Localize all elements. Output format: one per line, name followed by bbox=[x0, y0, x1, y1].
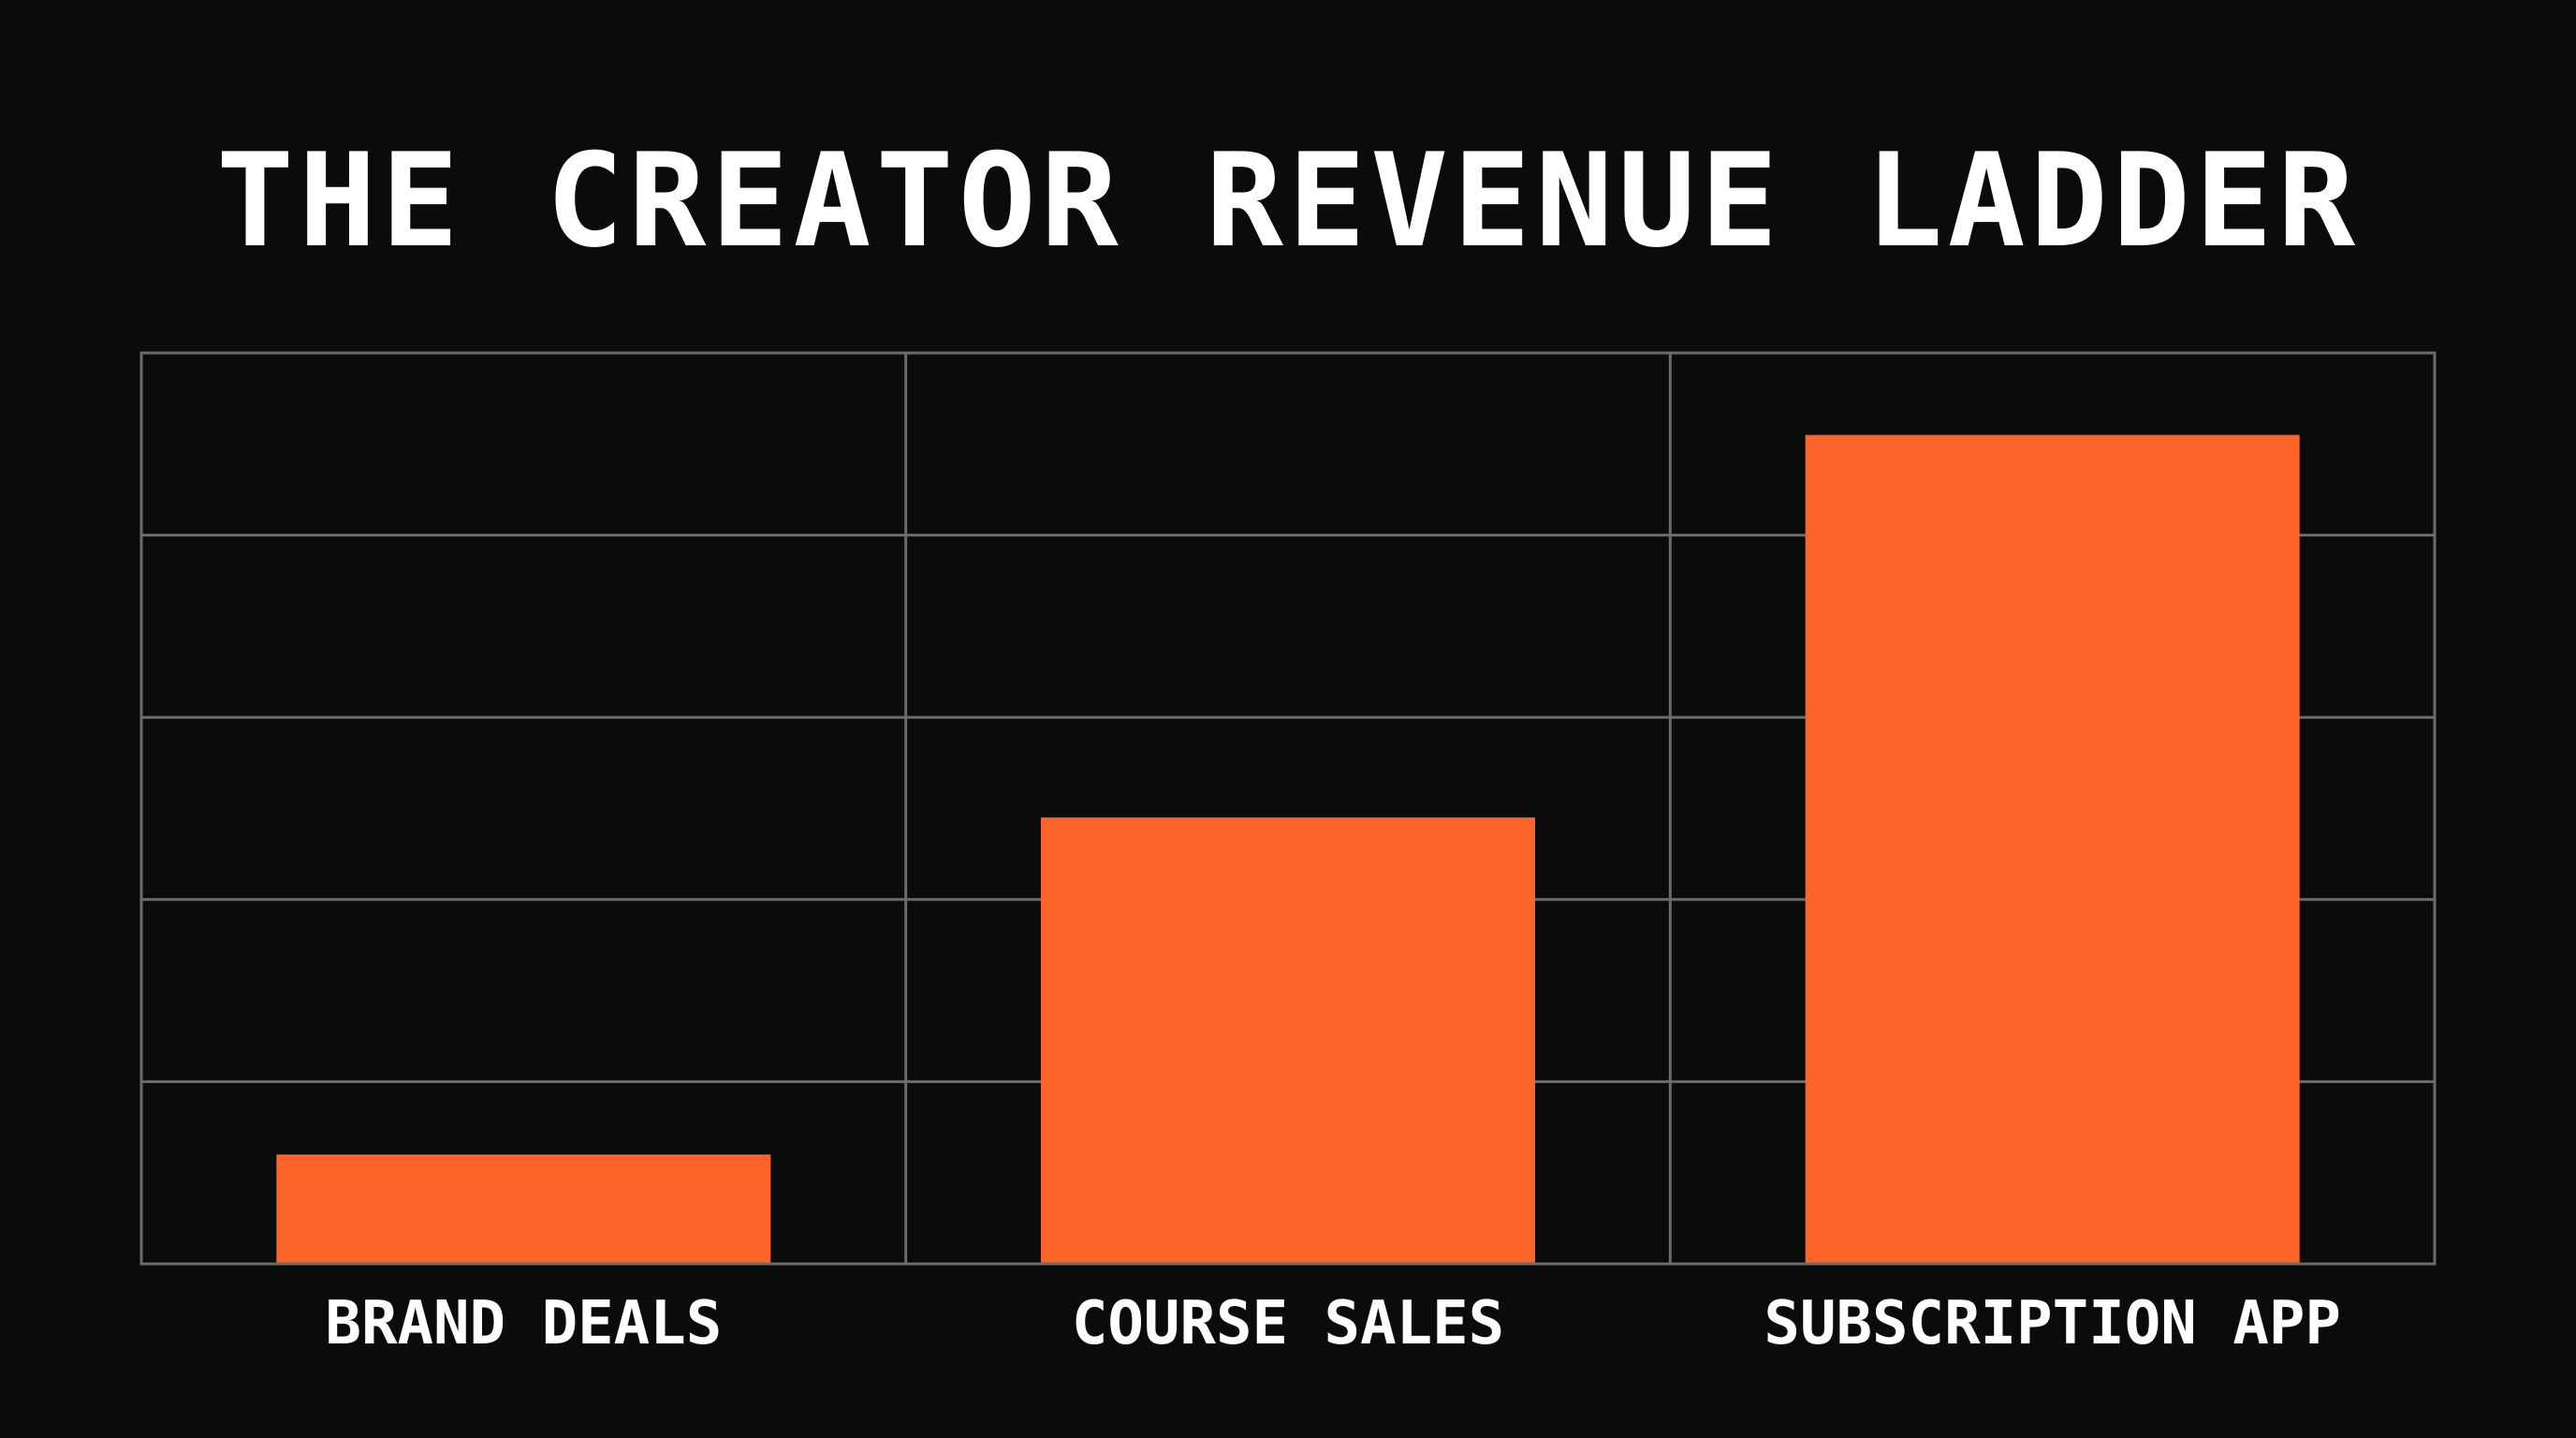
category-label: COURSE SALES bbox=[1072, 1289, 1504, 1358]
plot-frame bbox=[139, 351, 2437, 1266]
bar-brand-deals bbox=[276, 1154, 771, 1264]
chart-bars bbox=[276, 434, 2300, 1264]
category-label: SUBSCRIPTION APP bbox=[1764, 1289, 2341, 1358]
bar-course-sales bbox=[1041, 817, 1535, 1264]
category-labels: BRAND DEALS COURSE SALES SUBSCRIPTION APP bbox=[325, 1289, 2341, 1358]
category-label: BRAND DEALS bbox=[325, 1289, 722, 1358]
bar-subscription-app bbox=[1805, 434, 2300, 1264]
chart-title: THE CREATOR REVENUE LADDER bbox=[215, 125, 2361, 276]
